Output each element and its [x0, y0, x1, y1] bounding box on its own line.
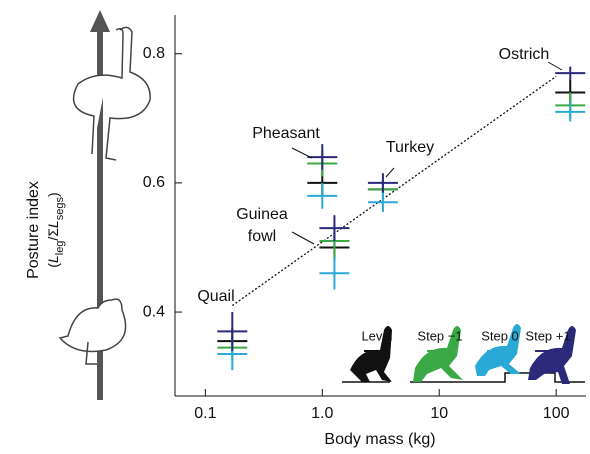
point-label: Ostrich: [499, 46, 550, 63]
ostrich-icon: [72, 26, 151, 161]
formula-part: ): [45, 192, 61, 197]
x-axis-label: Body mass (kg): [324, 431, 435, 448]
point-label: Turkey: [386, 139, 434, 156]
y-tick-label: 0.6: [143, 174, 165, 191]
y-axis-formula: (Lleg/ΣLsegs): [45, 192, 66, 267]
y-tick-label: 0.8: [143, 45, 165, 62]
leader-line: [291, 147, 313, 159]
legend-label: Level: [361, 328, 392, 343]
formula-part: (: [45, 263, 61, 268]
y-tick-label: 0.4: [143, 303, 165, 320]
formula-part: leg: [54, 241, 66, 256]
legend-label: Step −1: [417, 328, 462, 343]
formula-part: segs: [54, 196, 66, 220]
legend-label: Step 0: [481, 328, 519, 343]
x-tick-label: 100: [543, 405, 570, 422]
trend-line: [231, 75, 557, 307]
formula-part: /Σ: [45, 228, 61, 241]
point-label: Pheasant: [252, 125, 320, 142]
point-label: Quail: [197, 288, 234, 305]
y-axis-label: Posture index: [25, 181, 42, 279]
leader-line: [547, 61, 563, 71]
legend-label: Step +1: [525, 328, 570, 343]
x-tick-label: 1.0: [311, 405, 333, 422]
x-tick-label: 10: [430, 405, 448, 422]
formula-part: L: [45, 220, 61, 228]
point-label: Guinea: [236, 206, 288, 223]
x-tick-label: 0.1: [194, 405, 216, 422]
leader-line: [385, 167, 395, 178]
formula-part: L: [45, 255, 61, 263]
point-label: fowl: [248, 228, 276, 245]
arrow-head: [90, 10, 110, 32]
leader-line: [291, 231, 315, 245]
quail-icon: [58, 298, 127, 365]
